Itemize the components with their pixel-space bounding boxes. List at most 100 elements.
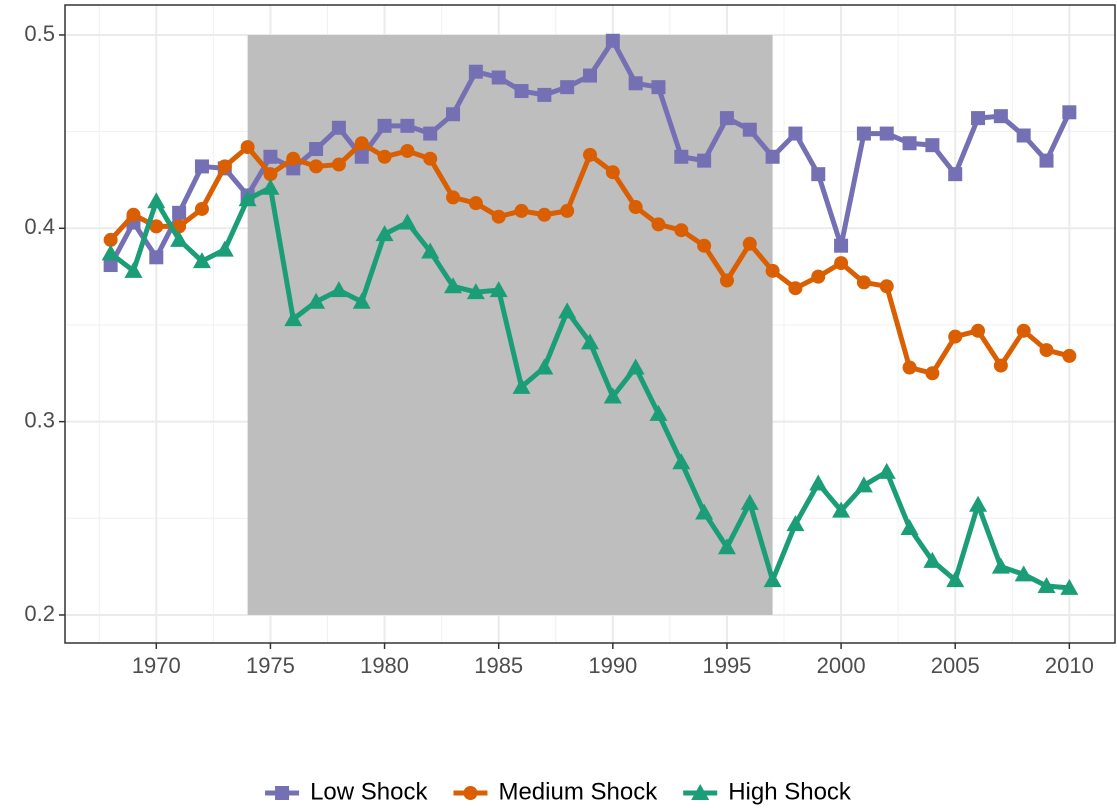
marker <box>788 281 803 296</box>
marker <box>695 503 714 520</box>
marker <box>398 213 417 230</box>
marker <box>446 107 461 122</box>
marker <box>809 474 828 491</box>
marker <box>558 302 577 319</box>
legend-item: Low Shock <box>265 778 428 805</box>
marker <box>331 157 346 172</box>
marker <box>194 159 209 174</box>
marker <box>877 462 896 479</box>
marker <box>697 238 712 253</box>
marker <box>856 275 871 290</box>
marker <box>719 273 734 288</box>
marker <box>971 323 986 338</box>
marker <box>377 149 392 164</box>
marker <box>560 80 575 95</box>
marker <box>284 310 303 327</box>
x-tick-label: 2000 <box>817 653 866 678</box>
marker <box>811 167 826 182</box>
shaded-region <box>247 34 773 615</box>
marker <box>649 404 668 421</box>
marker <box>149 219 164 234</box>
marker <box>993 358 1008 373</box>
marker <box>172 205 187 220</box>
marker <box>697 153 712 168</box>
x-tick-label: 2010 <box>1045 653 1094 678</box>
marker <box>900 518 919 535</box>
y-tick-label: 0.4 <box>24 214 55 239</box>
marker <box>674 149 689 164</box>
marker <box>1037 576 1056 593</box>
marker <box>261 178 280 195</box>
marker <box>286 161 301 176</box>
x-tick-label: 1975 <box>246 653 295 678</box>
x-tick-label: 1970 <box>132 653 181 678</box>
marker <box>217 159 232 174</box>
marker <box>1039 153 1054 168</box>
marker <box>902 136 917 151</box>
legend-item: High Shock <box>683 778 852 805</box>
marker <box>993 109 1008 124</box>
marker <box>514 84 529 99</box>
legend-label: Low Shock <box>310 778 428 805</box>
marker <box>238 190 257 207</box>
marker <box>1062 348 1077 363</box>
marker <box>854 476 873 493</box>
marker <box>786 515 805 532</box>
marker <box>126 207 141 222</box>
marker <box>925 366 940 381</box>
marker <box>879 279 894 294</box>
marker <box>286 151 301 166</box>
marker <box>628 200 643 215</box>
marker <box>674 223 689 238</box>
marker <box>331 120 346 135</box>
marker <box>605 165 620 180</box>
marker <box>375 225 394 242</box>
marker <box>421 242 440 259</box>
marker <box>765 263 780 278</box>
marker <box>147 192 166 209</box>
marker <box>101 244 120 261</box>
marker <box>537 207 552 222</box>
marker <box>194 201 209 216</box>
marker <box>969 495 988 512</box>
marker <box>466 283 485 300</box>
marker <box>103 232 118 247</box>
marker <box>651 217 666 232</box>
x-tick-label: 2005 <box>931 653 980 678</box>
marker <box>215 240 234 257</box>
marker <box>1016 323 1031 338</box>
marker <box>377 118 392 133</box>
marker <box>400 118 415 133</box>
marker <box>423 126 438 141</box>
marker <box>354 149 369 164</box>
marker <box>832 501 851 518</box>
marker <box>605 33 620 48</box>
marker <box>811 269 826 284</box>
marker <box>948 167 963 182</box>
marker <box>124 261 143 278</box>
x-tick-label: 1990 <box>588 653 637 678</box>
marker <box>468 64 483 79</box>
marker <box>603 387 622 404</box>
legend-item: Medium Shock <box>453 778 658 805</box>
marker <box>742 122 757 137</box>
marker <box>263 167 278 182</box>
marker <box>925 138 940 153</box>
marker <box>902 360 917 375</box>
marker <box>423 151 438 166</box>
marker <box>489 281 508 298</box>
marker <box>1014 565 1033 582</box>
marker <box>446 190 461 205</box>
marker <box>352 292 371 309</box>
marker <box>1039 343 1054 358</box>
marker <box>763 571 782 588</box>
marker <box>309 159 324 174</box>
legend-label: High Shock <box>728 778 852 805</box>
marker <box>307 292 326 309</box>
marker <box>834 256 849 271</box>
x-tick-label: 1985 <box>474 653 523 678</box>
marker <box>879 126 894 141</box>
marker <box>788 126 803 141</box>
